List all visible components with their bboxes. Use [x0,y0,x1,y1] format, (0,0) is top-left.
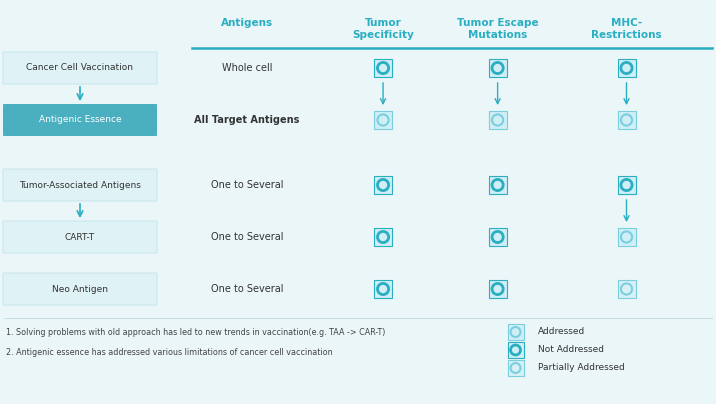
Text: Addressed: Addressed [538,328,585,337]
Text: Tumor
Specificity: Tumor Specificity [352,18,414,40]
Text: Cancer Cell Vaccination: Cancer Cell Vaccination [26,63,133,72]
FancyBboxPatch shape [488,228,507,246]
FancyBboxPatch shape [617,228,636,246]
Text: Tumor Escape
Mutations: Tumor Escape Mutations [457,18,538,40]
FancyBboxPatch shape [508,324,523,340]
Text: One to Several: One to Several [211,232,284,242]
FancyBboxPatch shape [617,280,636,298]
FancyBboxPatch shape [3,104,157,136]
Text: CART-T: CART-T [65,232,95,242]
Text: Whole cell: Whole cell [222,63,272,73]
FancyBboxPatch shape [508,360,523,376]
FancyBboxPatch shape [617,59,636,77]
FancyBboxPatch shape [3,273,157,305]
Text: Neo Antigen: Neo Antigen [52,284,108,293]
Text: MHC-
Restrictions: MHC- Restrictions [591,18,662,40]
FancyBboxPatch shape [508,342,523,358]
Text: Tumor-Associated Antigens: Tumor-Associated Antigens [19,181,141,189]
Text: 1. Solving problems with old approach has led to new trends in vaccination(e.g. : 1. Solving problems with old approach ha… [6,328,385,337]
Text: 2. Antigenic essence has addressed various limitations of cancer cell vaccinatio: 2. Antigenic essence has addressed vario… [6,348,333,357]
FancyBboxPatch shape [488,176,507,194]
Text: Antigens: Antigens [221,18,273,28]
Text: Not Addressed: Not Addressed [538,345,604,354]
Text: Antigenic Essence: Antigenic Essence [39,116,121,124]
FancyBboxPatch shape [617,176,636,194]
FancyBboxPatch shape [3,52,157,84]
FancyBboxPatch shape [488,111,507,129]
FancyBboxPatch shape [3,221,157,253]
FancyBboxPatch shape [374,176,392,194]
FancyBboxPatch shape [374,111,392,129]
FancyBboxPatch shape [374,228,392,246]
FancyBboxPatch shape [617,111,636,129]
Text: One to Several: One to Several [211,180,284,190]
Text: Partially Addressed: Partially Addressed [538,364,624,372]
FancyBboxPatch shape [488,59,507,77]
FancyBboxPatch shape [374,59,392,77]
FancyBboxPatch shape [3,169,157,201]
Text: All Target Antigens: All Target Antigens [194,115,300,125]
FancyBboxPatch shape [488,280,507,298]
Text: One to Several: One to Several [211,284,284,294]
FancyBboxPatch shape [374,280,392,298]
